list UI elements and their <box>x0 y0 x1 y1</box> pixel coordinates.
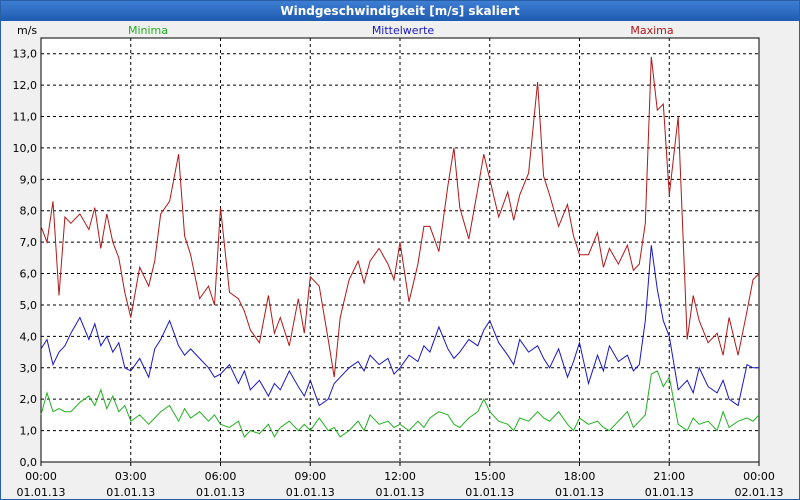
x-tick-time: 12:00 <box>384 470 416 483</box>
y-tick-label: 5,0 <box>20 299 38 312</box>
y-tick-label: 3,0 <box>20 362 38 375</box>
x-tick-date: 01.01.13 <box>106 486 155 499</box>
y-tick-label: 13,0 <box>13 48 38 61</box>
x-tick-time: 21:00 <box>653 470 685 483</box>
series-lines <box>40 56 760 438</box>
legend-entry-mittelwerte: Mittelwerte <box>372 24 435 37</box>
y-tick-label: 7,0 <box>20 236 38 249</box>
y-tick-label: 9,0 <box>20 173 38 186</box>
series-line-minima <box>40 370 760 438</box>
tick-labels: 0,0 1,0 2,0 3,0 4,0 5,0 6,0 7,0 8,0 9,0 10,0 11,0 12… <box>13 24 784 499</box>
grid-lines <box>41 38 759 462</box>
series-line-maxima <box>40 56 760 378</box>
x-tick-date: 01.01.13 <box>465 486 514 499</box>
y-tick-label: 11,0 <box>13 111 38 124</box>
window-title: Windgeschwindigkeit [m/s] skaliert <box>1 1 799 21</box>
y-axis-label: m/s <box>17 24 37 37</box>
legend-entry-minima: Minima <box>128 24 168 37</box>
x-tick-date: 02.01.13 <box>735 486 784 499</box>
wind-speed-chart: 0,0 1,0 2,0 3,0 4,0 5,0 6,0 7,0 8,0 9,0 10,0 11,0 12… <box>13 24 784 499</box>
x-tick-date: 01.01.13 <box>376 486 425 499</box>
x-tick-time: 15:00 <box>474 470 506 483</box>
x-tick-date: 01.01.13 <box>555 486 604 499</box>
y-tick-label: 12,0 <box>13 79 38 92</box>
x-tick-time: 18:00 <box>564 470 596 483</box>
x-tick-date: 01.01.13 <box>196 486 245 499</box>
legend-entry-maxima: Maxima <box>630 24 673 37</box>
y-tick-label: 4,0 <box>20 330 38 343</box>
y-tick-label: 8,0 <box>20 205 38 218</box>
legend: Minima Mittelwerte Maxima <box>128 24 674 37</box>
y-tick-label: 2,0 <box>20 393 38 406</box>
x-tick-time: 00:00 <box>25 470 57 483</box>
y-tick-label: 6,0 <box>20 268 38 281</box>
x-tick-time: 03:00 <box>115 470 147 483</box>
series-line-mittelwerte <box>40 245 759 407</box>
x-tick-time: 09:00 <box>294 470 326 483</box>
y-tick-label: 10,0 <box>13 142 38 155</box>
y-tick-label: 0,0 <box>20 456 38 469</box>
x-tick-date: 01.01.13 <box>645 486 694 499</box>
x-tick-date: 01.01.13 <box>17 486 66 499</box>
y-tick-label: 1,0 <box>20 425 38 438</box>
x-tick-time: 06:00 <box>205 470 237 483</box>
x-tick-date: 01.01.13 <box>286 486 335 499</box>
x-tick-time: 00:00 <box>743 470 775 483</box>
